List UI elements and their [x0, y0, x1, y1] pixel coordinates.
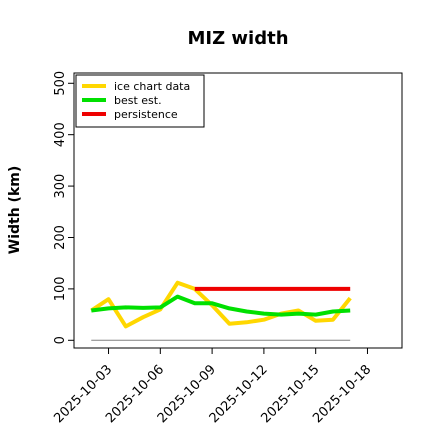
y-tick-label: 0	[53, 336, 68, 344]
y-axis: 0 100 200 300 400 500	[53, 71, 74, 344]
legend-label: persistence	[114, 108, 178, 121]
y-tick-label: 500	[53, 71, 68, 96]
x-axis: 2025-10-032025-10-062025-10-092025-10-12…	[51, 348, 374, 426]
y-tick-label: 400	[53, 122, 68, 147]
series-line-best-est	[91, 294, 351, 317]
y-tick-label: 200	[53, 225, 68, 250]
series-layer	[90, 280, 352, 341]
legend-box	[75, 74, 205, 128]
legend-label: best est.	[114, 94, 162, 107]
y-tick-label: 100	[53, 276, 68, 301]
y-tick-label: 300	[53, 174, 68, 199]
chart-title: MIZ width	[187, 28, 288, 49]
plot-area-frame	[73, 72, 403, 349]
y-axis-title: Width (km)	[7, 166, 23, 255]
legend-label: ice chart data	[114, 80, 190, 93]
